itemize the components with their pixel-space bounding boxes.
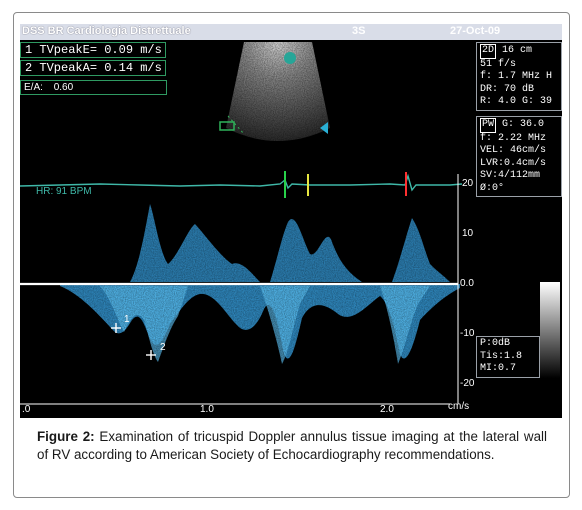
probe-code: 3S: [352, 25, 366, 37]
mode-2d-tag: 2D: [480, 44, 497, 59]
vel-tick-20: 20: [462, 178, 474, 189]
caption-label: Figure 2:: [37, 429, 95, 444]
marker-1-label: 1: [124, 314, 130, 325]
panel-pw-params: PW G: 36.0 f: 2.22 MHz VEL: 46cm/s LVR:0…: [476, 116, 562, 197]
vel-tick-10: 10: [462, 228, 474, 239]
vel-tick-neg10: -10: [460, 328, 475, 339]
app-title: DSS BR Cardiologia Distrettuale: [22, 25, 191, 37]
doppler-spectrum: [40, 204, 460, 384]
ecg-trace: [20, 173, 463, 192]
exam-date: 27-Oct-09: [450, 25, 501, 37]
measurement-1[interactable]: 1 TVpeakE= 0.09 m/s: [20, 42, 166, 58]
measure-crosshairs: [111, 323, 156, 360]
measurement-2[interactable]: 2 TVpeakA= 0.14 m/s: [20, 60, 166, 76]
panel-power-params: P:0dB Tis:1.8 MI:0.7: [476, 336, 540, 378]
vel-tick-neg20: -20: [460, 378, 475, 389]
ea-ratio: E/A: 0.60: [20, 80, 167, 95]
mode-pw-tag: PW: [480, 118, 497, 133]
echo-screen: DSS BR Cardiologia Distrettuale 3S 27-Oc…: [20, 24, 562, 418]
panel-2d-params: 2D 16 cm 51 f/s f: 1.7 MHz H DR: 70 dB R…: [476, 42, 562, 111]
time-tick-1: 1.0: [200, 404, 214, 415]
marker-2-label: 2: [160, 342, 166, 353]
time-tick-2: 2.0: [380, 404, 394, 415]
heart-rate-label: HR: 91 BPM: [36, 186, 92, 197]
top-status-bar: DSS BR Cardiologia Distrettuale 3S 27-Oc…: [20, 24, 562, 40]
echo-graphics: [20, 42, 560, 405]
grayscale-bar: [540, 282, 560, 378]
caption-text: Examination of tricuspid Doppler annulus…: [37, 429, 548, 462]
vel-unit: cm/s: [448, 401, 470, 412]
time-tick-0: .0: [22, 404, 31, 415]
figure-caption: Figure 2: Examination of tricuspid Doppl…: [37, 428, 547, 464]
vel-tick-0: 0.0: [460, 278, 474, 289]
sector-image: [219, 42, 330, 141]
